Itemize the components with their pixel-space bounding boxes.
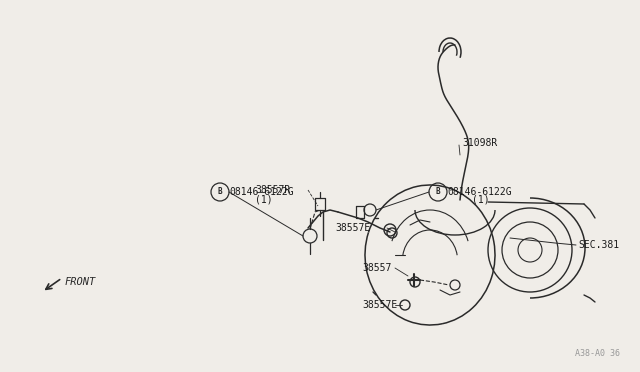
Text: 31098R: 31098R — [462, 138, 497, 148]
Text: 08146-6122G: 08146-6122G — [229, 187, 294, 197]
Text: B: B — [218, 187, 222, 196]
Text: 38557: 38557 — [362, 263, 392, 273]
Text: 38557E: 38557E — [362, 300, 397, 310]
Text: B: B — [436, 187, 440, 196]
Text: 38557R: 38557R — [255, 185, 291, 195]
Text: (1): (1) — [472, 195, 490, 205]
Text: 08146-6122G: 08146-6122G — [447, 187, 511, 197]
Text: FRONT: FRONT — [65, 277, 96, 287]
Text: A38-A0 36: A38-A0 36 — [575, 349, 620, 358]
Text: (1): (1) — [255, 195, 273, 205]
Text: 38557E: 38557E — [335, 223, 371, 233]
Text: SEC.381: SEC.381 — [578, 240, 619, 250]
